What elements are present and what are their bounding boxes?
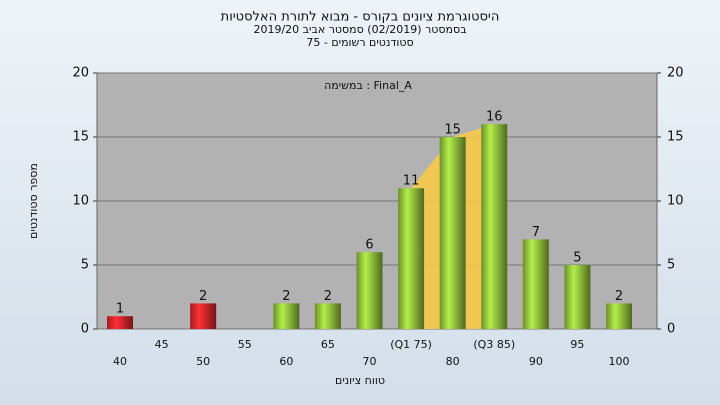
bar <box>356 252 383 329</box>
annotation: במשימה : Final_A <box>324 79 412 92</box>
value-label: 6 <box>365 238 373 253</box>
x-axis-label: טווח ציונים <box>335 374 385 387</box>
bar <box>522 239 549 329</box>
x-tick-label: 100 <box>609 355 630 368</box>
bar <box>439 137 466 329</box>
y2-tick-label: 10 <box>667 194 684 209</box>
subtitle: סטודנטים רשומים - 75 <box>306 36 413 49</box>
y-tick-label: 15 <box>72 130 89 145</box>
bar <box>398 188 425 329</box>
value-label: 2 <box>282 289 290 304</box>
bar <box>314 303 341 329</box>
bar <box>273 303 300 329</box>
y2-tick-label: 20 <box>667 66 684 81</box>
x-tick-label: 45 <box>155 338 169 351</box>
y-tick-label: 5 <box>81 258 89 273</box>
value-label: 1 <box>116 302 124 317</box>
x-tick-label: 95 <box>570 338 584 351</box>
x-tick-label: 50 <box>196 355 210 368</box>
x-tick-label: 65 <box>321 338 335 351</box>
x-tick-label: 90 <box>529 355 543 368</box>
y-tick-label: 0 <box>81 322 89 337</box>
x-tick-label: 80 <box>446 355 460 368</box>
bar <box>564 265 591 329</box>
y-axis-label: מספר סטודנטים <box>27 163 40 239</box>
bar <box>107 316 133 329</box>
y-tick-label: 20 <box>72 66 89 81</box>
value-label: 2 <box>324 289 332 304</box>
value-label: 11 <box>403 174 420 189</box>
value-label: 2 <box>615 289 623 304</box>
x-tick-label: (Q3 85) <box>473 338 515 351</box>
value-label: 16 <box>486 110 503 125</box>
subtitle: בסמסטר (02/2019) סמסטר אביב 2019/20 <box>253 23 466 36</box>
value-label: 15 <box>444 123 461 138</box>
x-tick-label: 55 <box>238 338 252 351</box>
y-tick-label: 10 <box>72 194 89 209</box>
y2-tick-label: 0 <box>667 322 675 337</box>
bar <box>190 303 217 329</box>
bar <box>481 124 508 329</box>
x-tick-label: (Q1 75) <box>390 338 432 351</box>
y2-tick-label: 5 <box>667 258 675 273</box>
bar <box>606 303 632 329</box>
value-label: 2 <box>199 289 207 304</box>
y2-tick-label: 15 <box>667 130 684 145</box>
x-tick-label: 60 <box>279 355 293 368</box>
value-label: 5 <box>573 251 581 266</box>
x-tick-label: 40 <box>113 355 127 368</box>
x-tick-label: 70 <box>363 355 377 368</box>
value-label: 7 <box>532 225 540 240</box>
chart-title: היסטוגרמת ציונים בקורס - מבוא לתורת האלס… <box>221 10 500 25</box>
